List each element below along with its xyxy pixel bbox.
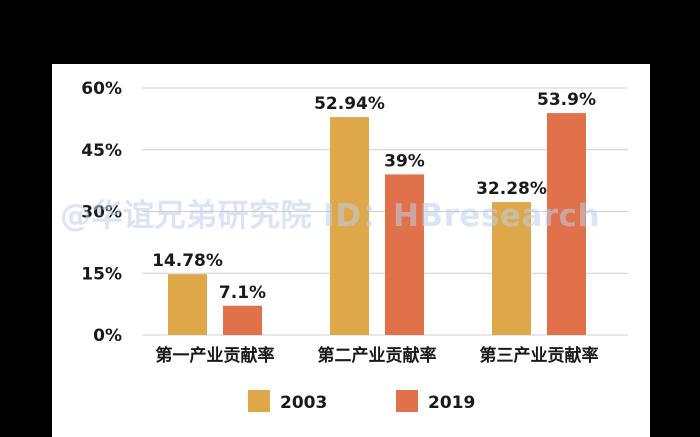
data-label: 7.1% bbox=[219, 283, 266, 303]
legend-swatch-2019 bbox=[396, 390, 418, 412]
bar-2019-1 bbox=[223, 305, 262, 335]
data-label: 32.28% bbox=[476, 179, 547, 199]
y-tick-label: 45% bbox=[81, 141, 122, 161]
y-tick-label: 0% bbox=[93, 326, 122, 346]
data-label: 53.9% bbox=[537, 90, 596, 110]
data-label: 39% bbox=[384, 151, 425, 171]
y-tick-label: 60% bbox=[81, 79, 122, 99]
y-tick-label: 30% bbox=[81, 203, 122, 223]
bar-2003-2 bbox=[330, 117, 369, 336]
bar-2003-1 bbox=[168, 274, 207, 335]
y-tick-label: 15% bbox=[81, 264, 122, 284]
x-category-label: 第二产业贡献率 bbox=[318, 345, 437, 366]
legend-swatch-2003 bbox=[248, 390, 270, 412]
bar-2019-3 bbox=[547, 113, 586, 335]
x-category-label: 第一产业贡献率 bbox=[156, 345, 275, 366]
chart-panel: 0% 15% 30% 45% 60% 14.78% 7.1% 第一产业贡献率 52.94% 39%… bbox=[52, 64, 650, 437]
bar-2019-2 bbox=[385, 174, 424, 335]
legend-label-2003: 2003 bbox=[280, 393, 327, 413]
x-category-label: 第三产业贡献率 bbox=[480, 345, 599, 366]
legend-label-2019: 2019 bbox=[428, 393, 475, 413]
data-label: 52.94% bbox=[314, 94, 385, 114]
data-label: 14.78% bbox=[152, 251, 223, 271]
bar-2003-3 bbox=[492, 202, 531, 335]
bar-chart: 0% 15% 30% 45% 60% 14.78% 7.1% 第一产业贡献率 52.94% 39%… bbox=[81, 79, 628, 413]
